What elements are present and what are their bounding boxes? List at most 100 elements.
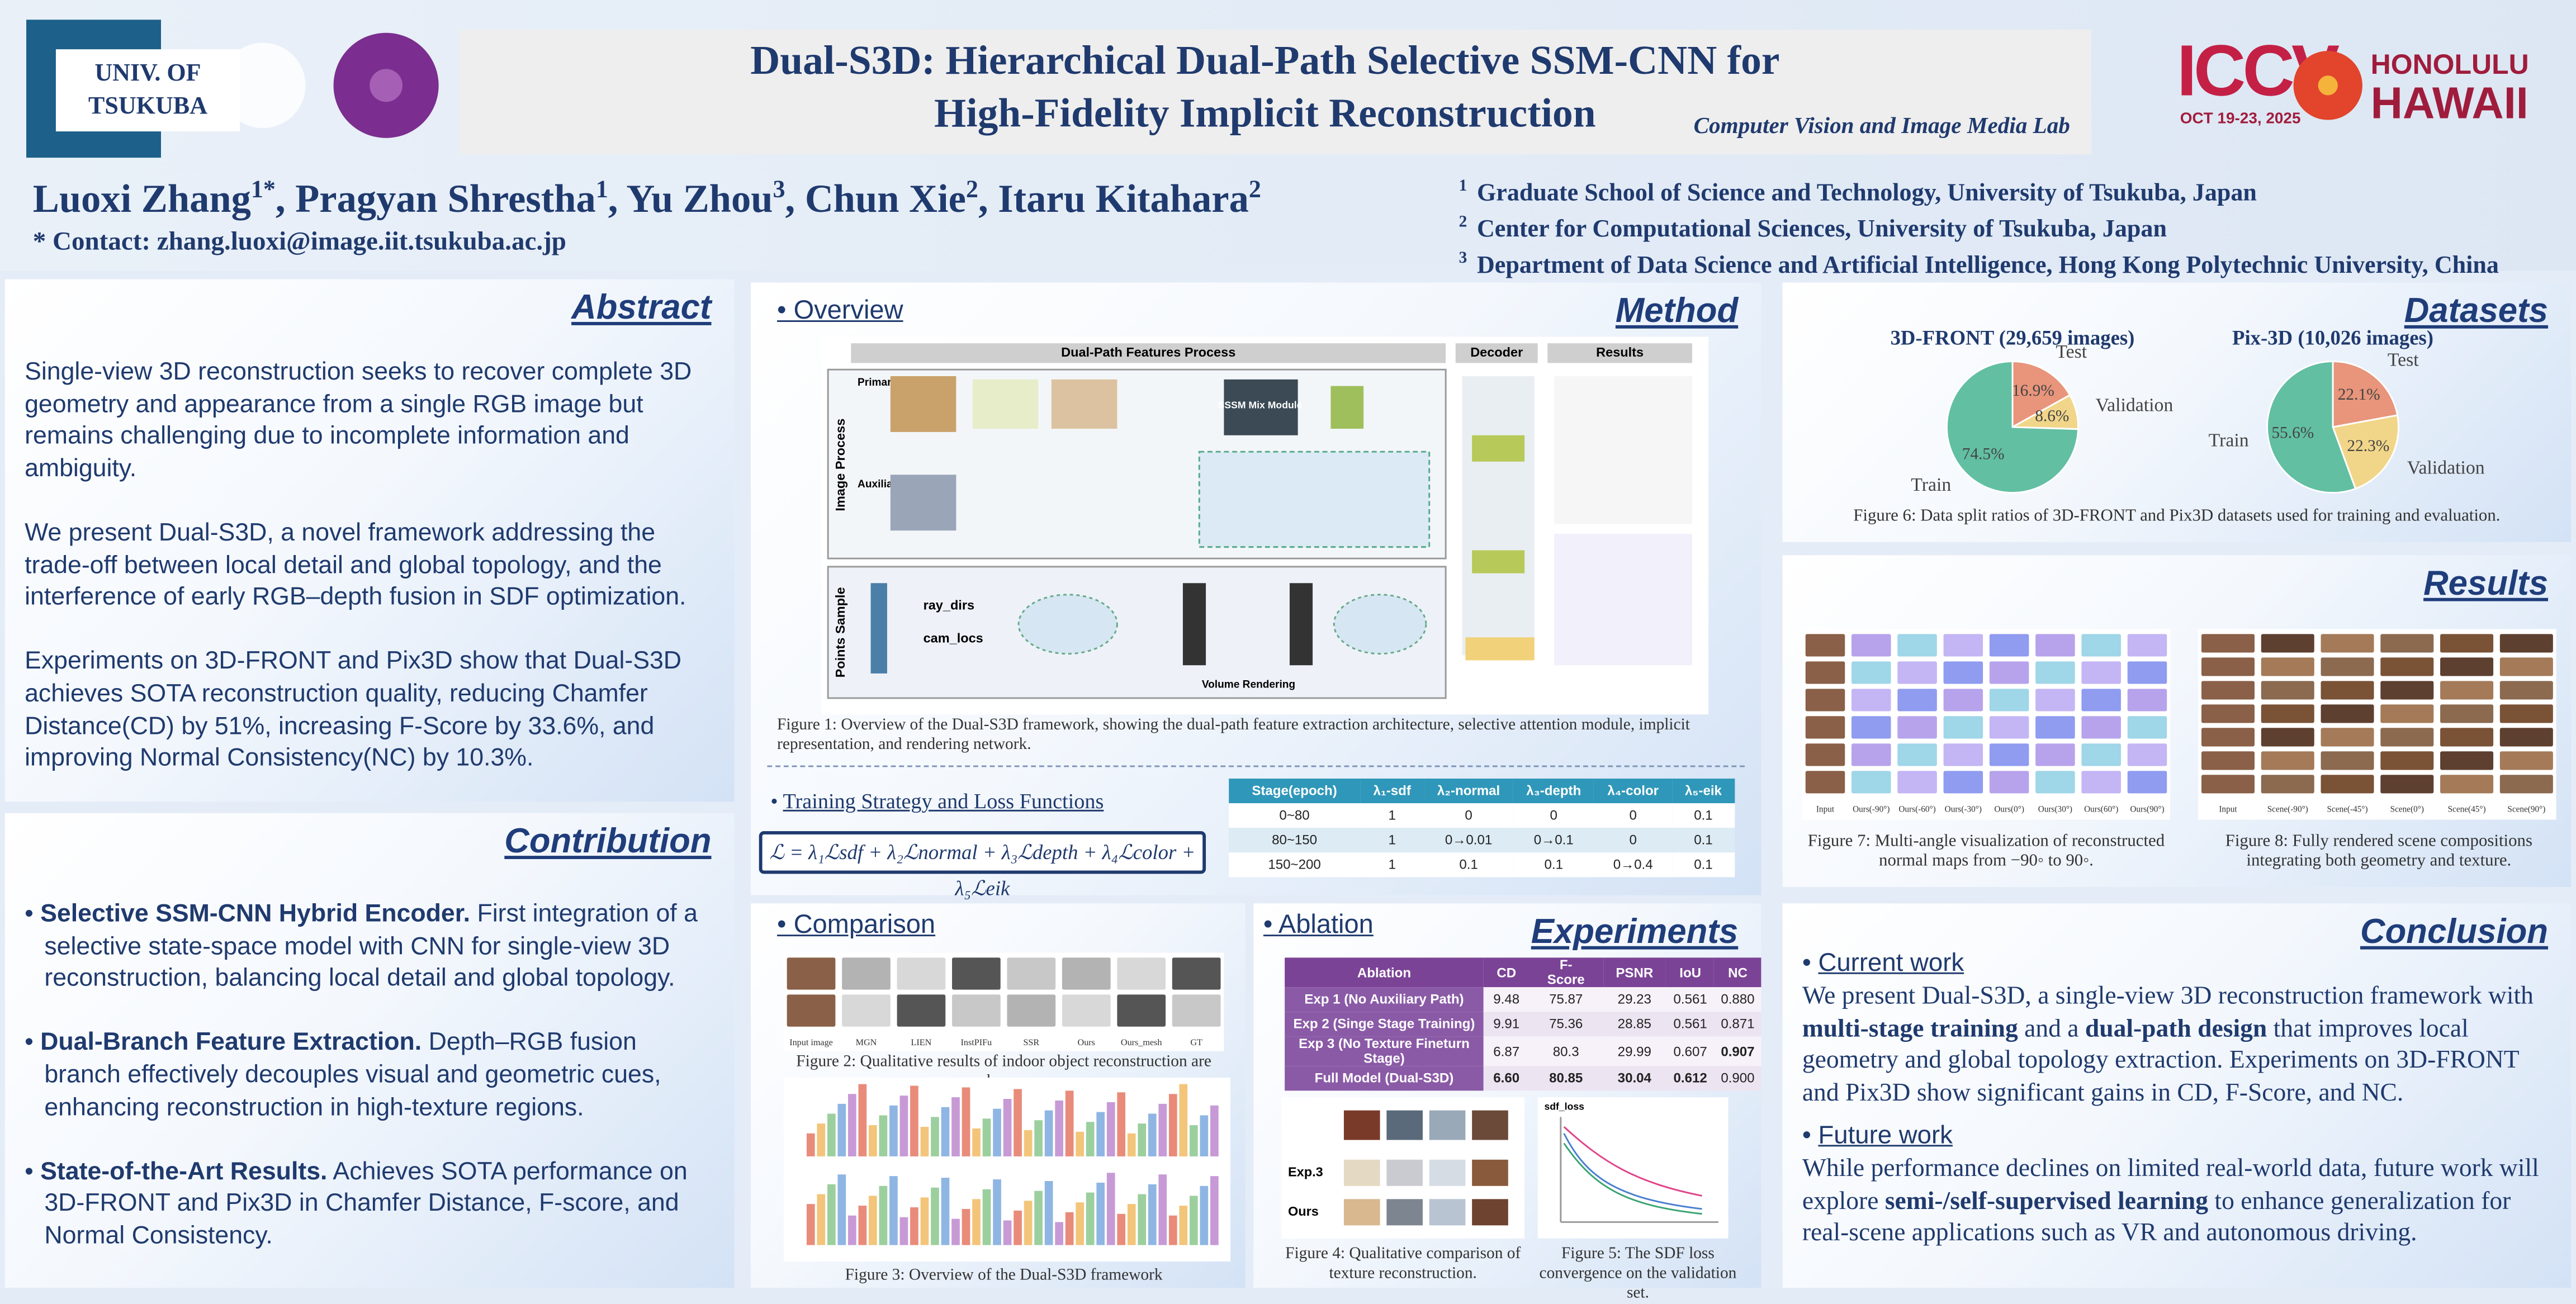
- figure-bar: [920, 1127, 929, 1156]
- figure-label: Decoder: [1470, 345, 1523, 359]
- emblems: [220, 32, 439, 138]
- ablation-panel: Experiments • Ablation Ablation CD F-Score…: [1253, 903, 1761, 1302]
- table-cell: 1: [1360, 852, 1424, 878]
- figure-thumb: [2201, 657, 2255, 676]
- emphasis: dual-path design: [2085, 1014, 2267, 1042]
- figure-thumb: [890, 475, 956, 531]
- figure-thumb: [2440, 634, 2494, 653]
- figure-block: [851, 343, 1446, 363]
- figure-bar: [1014, 1089, 1022, 1156]
- figure-bar: [889, 1176, 898, 1245]
- figure-label: Image Process: [833, 419, 847, 511]
- figure-thumb: [2321, 775, 2374, 794]
- figure-bar: [1127, 1133, 1136, 1156]
- author-mark: 3: [773, 177, 785, 204]
- figure-bar: [806, 1204, 815, 1245]
- figure-thumb: [2261, 751, 2314, 770]
- text-run: to enhance generalization for real-scene…: [1802, 1187, 2511, 1248]
- text-run: While performance declines on limited re…: [1802, 1154, 2539, 1215]
- figure-bar: [1200, 1186, 1209, 1245]
- figure-thumb: [2035, 661, 2075, 684]
- figure-block: [1333, 594, 1427, 655]
- emblem: [370, 69, 403, 102]
- figure-bar: [837, 1174, 846, 1245]
- table-cell: 6.87: [1483, 1036, 1530, 1066]
- slice-label: Train: [1911, 475, 1951, 495]
- figure-label: Ours(60°): [2084, 804, 2118, 814]
- email-link[interactable]: zhang.luoxi@image.iit.tsukuba.ac.jp: [157, 228, 566, 257]
- figure-label: sdf_loss: [1544, 1101, 1584, 1112]
- table-cell: 6.60: [1483, 1066, 1530, 1091]
- figure-bar: [1138, 1123, 1147, 1156]
- flower-center: [2318, 75, 2338, 96]
- subheading-text: Current work: [1818, 949, 1964, 978]
- title-line: High-Fidelity Implicit Reconstruction: [934, 92, 1596, 136]
- figure-block: [1198, 451, 1431, 548]
- figure-thumb: [2440, 751, 2494, 770]
- affiliation-num: 2: [1459, 214, 1467, 232]
- figure-thumb: [2321, 657, 2374, 676]
- figure-thumb: [787, 957, 836, 990]
- paragraph: We present Dual-S3D, a novel framework a…: [25, 519, 686, 611]
- figure-thumb: [2261, 728, 2314, 747]
- method-panel: Method • Overview Dual-Path Features Pro…: [751, 282, 1761, 900]
- conf-dates: OCT 19-23, 2025: [2180, 110, 2301, 129]
- figure-caption: Figure 7: Multi-angle visualization of r…: [1807, 832, 2165, 871]
- figure-bar: [1117, 1213, 1126, 1245]
- figure-label: ray_dirs: [924, 598, 974, 613]
- item-text: Achieves SOTA performance on 3D-FRONT an…: [44, 1158, 688, 1250]
- figure-thumb: [1989, 716, 2029, 739]
- author: Itaru Kitahara2: [998, 177, 1261, 221]
- conf-state: HAWAII: [2370, 79, 2528, 129]
- table-header-cell: λ₂-normal: [1424, 778, 1513, 804]
- ablation-table: Ablation CD F-Score PSNR IoU NC Exp 1 (No Auxi…: [1285, 957, 1761, 1091]
- figure-thumb: [1172, 994, 1221, 1027]
- figure-block: [1554, 534, 1692, 666]
- figure-thumb: [2081, 689, 2121, 712]
- author-name: Luoxi Zhang: [32, 179, 251, 222]
- table-cell: 0→0.1: [1513, 828, 1594, 853]
- table-header-row: Ablation CD F-Score PSNR IoU NC: [1285, 957, 1761, 988]
- figure-bar: [941, 1107, 950, 1156]
- figure-bar: [1044, 1180, 1053, 1245]
- figure-thumb: [2127, 661, 2167, 684]
- pie-slice: [1946, 361, 2080, 494]
- figure-label: Scene(90°): [2507, 804, 2545, 814]
- figure-caption: Figure 8: Fully rendered scene compositi…: [2225, 832, 2533, 871]
- figure-thumb: [897, 994, 946, 1027]
- table-cell: 0.612: [1666, 1066, 1715, 1091]
- figure-bar: [869, 1125, 877, 1156]
- figure-block: [1224, 379, 1298, 435]
- figure-thumb: [1943, 771, 1983, 794]
- figure-bar: [889, 1105, 898, 1156]
- figure-thumb: [2440, 775, 2494, 794]
- figure-thumb: [842, 957, 891, 990]
- figure-thumb: [1852, 716, 1891, 739]
- subheading-text: Overview: [793, 297, 903, 325]
- figure-bar: [827, 1184, 836, 1245]
- affiliation-text: Graduate School of Science and Technolog…: [1476, 181, 2257, 207]
- subheading-text: Comparison: [793, 912, 936, 940]
- figure-thumb: [1852, 689, 1891, 712]
- figure-thumb: [1897, 771, 1937, 794]
- pie-title: Pix-3D (10,026 images): [2232, 326, 2433, 349]
- table-cell: 0.1: [1671, 828, 1735, 853]
- figure-bar: [817, 1123, 826, 1156]
- table-header-cell: IoU: [1666, 957, 1715, 988]
- figure-thumb: [1472, 1110, 1508, 1140]
- table-cell: 9.91: [1483, 1012, 1530, 1037]
- figure-label: Ours(-60°): [1898, 804, 1935, 814]
- figure-thumb: [1805, 689, 1845, 712]
- figure-thumb: [2499, 704, 2553, 723]
- comparison-panel: • Comparison Input image MGN LIEN InstPIFu S…: [751, 903, 1246, 1288]
- figure-bar: [1003, 1220, 1012, 1245]
- item-title: State-of-the-Art Results.: [40, 1158, 328, 1186]
- figure-thumb: [2499, 681, 2553, 700]
- slice-value: 22.3%: [2347, 437, 2389, 455]
- table-row: 80~150 1 0→0.01 0→0.1 0 0.1: [1229, 828, 1735, 853]
- figure-thumb: [2081, 661, 2121, 684]
- emblem: [220, 42, 306, 129]
- figure-thumb: [1472, 1159, 1508, 1186]
- subheading: • Ablation: [1263, 912, 1374, 940]
- affiliations: 1 Graduate School of Science and Technolo…: [1459, 173, 2499, 281]
